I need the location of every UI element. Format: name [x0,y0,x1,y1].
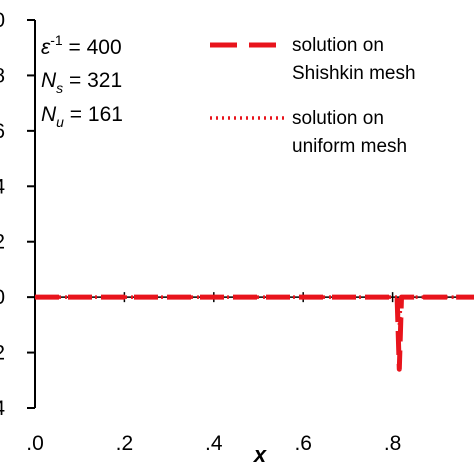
legend-label: Shishkin mesh [292,63,416,84]
y-tick-label: 4 [0,397,5,420]
legend-label: solution on [292,108,384,129]
y-tick-label: 0 [0,286,5,309]
y-tick-label: 4 [0,175,5,198]
x-tick-label: .2 [116,432,134,455]
y-tick-label: 8 [0,64,5,87]
annotation-group: ε-1 = 400 Ns = 321 Nu = 161 [41,32,123,130]
legend-label: uniform mesh [292,136,407,157]
x-tick-label: .4 [205,432,223,455]
legend-label: solution on [292,35,384,56]
x-axis-label: x [253,442,267,467]
x-tick-label: .8 [384,432,402,455]
annotation-1: Ns = 321 [41,69,122,96]
x-tick-label: .6 [294,432,312,455]
y-tick-label: 2 [0,342,5,365]
x-tick-label: .0 [26,432,44,455]
y-tick-label: 0 [0,9,5,32]
annotation-0: ε-1 = 400 [41,32,122,59]
y-tick-label: 2 [0,231,5,254]
series-line-uniform [35,295,474,327]
y-tick-label: 6 [0,120,5,143]
legend: solution on Shishkin mesh solution on unifo… [210,35,416,157]
annotation-2: Nu = 161 [41,103,123,130]
series-line-shishkin [35,294,474,372]
